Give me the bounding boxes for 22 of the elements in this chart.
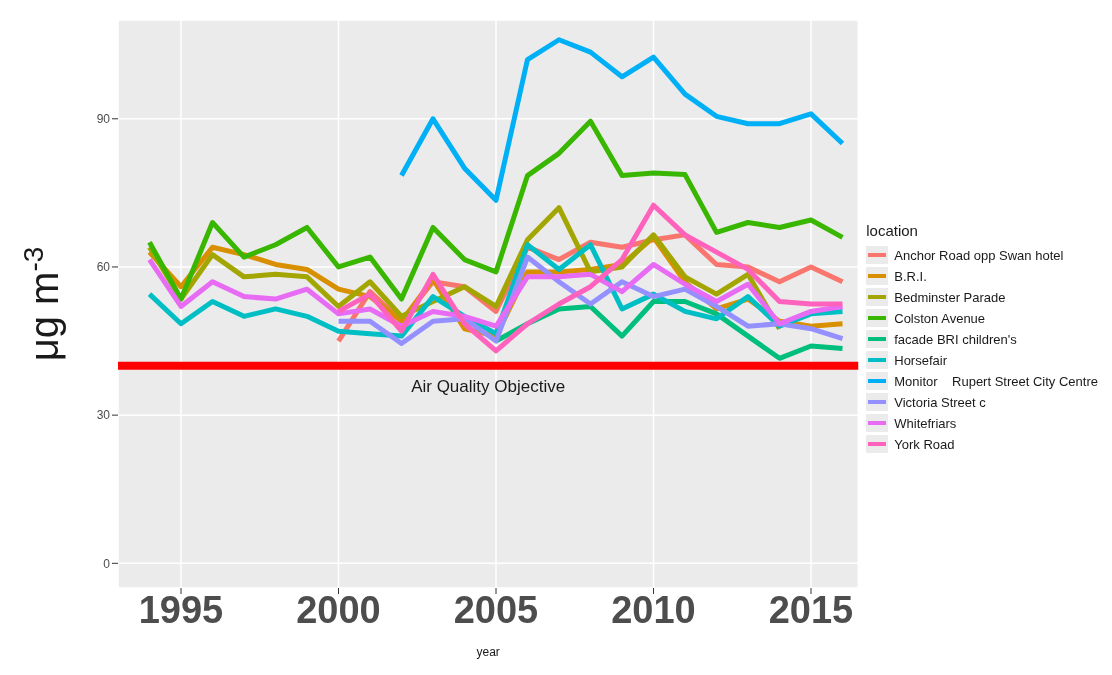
y-tick-label: 60: [96, 260, 111, 275]
legend-label: facade BRI children's: [893, 330, 1018, 349]
legend-label: B.R.I.: [893, 267, 928, 286]
x-axis-title: year: [476, 645, 500, 659]
legend-label: Bedminster Parade: [893, 288, 1007, 307]
legend-label: Victoria Street c: [893, 393, 987, 412]
x-tick-label: 1995: [138, 588, 224, 631]
legend-label: Colston Avenue: [893, 309, 987, 328]
x-tick-label: 2015: [768, 588, 854, 631]
x-tick-label: 2000: [296, 588, 381, 631]
x-tick-label: 2005: [453, 588, 539, 631]
legend-label: York Road: [893, 435, 956, 454]
legend-label: Anchor Road opp Swan hotel: [893, 246, 1065, 265]
legend-label: Monitor Rupert Street City Centre: [893, 372, 1098, 391]
y-tick-label: 30: [96, 408, 111, 423]
legend-label: Whitefriars: [893, 414, 958, 433]
ref-line-label: Air Quality Objective: [411, 376, 566, 396]
y-tick-label: 90: [96, 112, 111, 127]
legend-title: location: [866, 221, 919, 239]
x-tick-label: 2010: [611, 588, 696, 631]
y-tick-label: 0: [103, 556, 111, 571]
legend-label: Horsefair: [893, 351, 948, 370]
